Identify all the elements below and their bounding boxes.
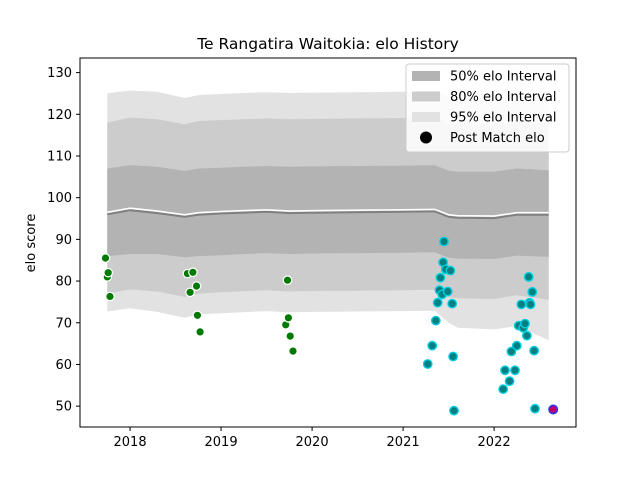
post-match-points [100,236,559,416]
elo-lines [107,207,549,220]
plot-frame [79,57,577,428]
y-tick-label: 90 [55,233,72,248]
data-point [527,286,538,297]
data-point [530,403,540,414]
legend-box [405,63,570,153]
data-point [500,365,510,376]
data-point [511,340,522,351]
legend-swatch [412,112,440,122]
x-tick-label: 2021 [387,435,420,450]
data-point [448,351,458,362]
data-point [105,291,115,302]
data-point [430,315,441,326]
x-tick-label: 2019 [205,435,238,450]
data-point [504,376,515,386]
y-tick-label: 120 [47,108,72,123]
data-point [522,330,532,341]
data-point [510,365,520,376]
y-tick-label: 70 [55,316,72,331]
legend-label: 80% elo Interval [450,90,557,105]
data-point [447,298,458,309]
median-elo-line [107,207,549,217]
data-point [445,265,456,276]
data-point [422,359,433,369]
data-point [191,281,202,291]
legend-marker [420,131,432,144]
y-tick-label: 130 [47,66,72,81]
data-point [282,275,293,285]
data-point [520,318,530,329]
data-point [435,272,446,283]
data-point [449,405,459,416]
x-tick-label: 2020 [296,435,329,450]
data-point [195,327,205,337]
data-point [427,340,438,351]
data-point [188,267,198,278]
data-point [185,287,195,298]
data-point [283,312,294,323]
data-point [103,267,113,278]
legend: 50% elo Interval 80% elo Interval 95% elo … [405,63,570,153]
data-point [498,384,509,394]
y-tick-label: 100 [47,191,72,206]
y-tick-label: 110 [47,149,72,164]
legend-label: 95% elo Interval [450,111,557,126]
data-point [506,346,517,357]
data-point [516,299,527,310]
y-tick-label: 60 [55,358,72,373]
data-point [432,297,443,308]
data-point [525,299,536,310]
x-axis: 2018 2019 2020 2021 2022 [114,427,511,450]
data-point [285,331,295,341]
chart-title: Te Rangatira Waitokia: elo History [196,35,459,53]
y-axis-label: elo score [24,214,39,273]
mean-elo-line [107,209,549,220]
data-point [439,236,449,247]
data-point [523,271,534,282]
data-point [192,310,203,321]
y-tick-label: 50 [55,400,72,415]
interval-bands [107,90,549,341]
y-axis: 50 60 70 80 90 100 110 120 130 [47,66,80,415]
data-point [548,404,559,415]
legend-swatch [412,71,440,81]
legend-label: Post Match elo [450,131,545,146]
data-point [100,253,111,263]
data-point [288,346,298,356]
x-tick-label: 2018 [114,435,147,450]
data-point [442,286,453,297]
x-tick-label: 2022 [478,435,511,450]
y-tick-label: 80 [55,275,72,290]
data-point [529,345,539,356]
legend-label: 50% elo Interval [450,70,557,85]
legend-swatch [412,91,440,102]
